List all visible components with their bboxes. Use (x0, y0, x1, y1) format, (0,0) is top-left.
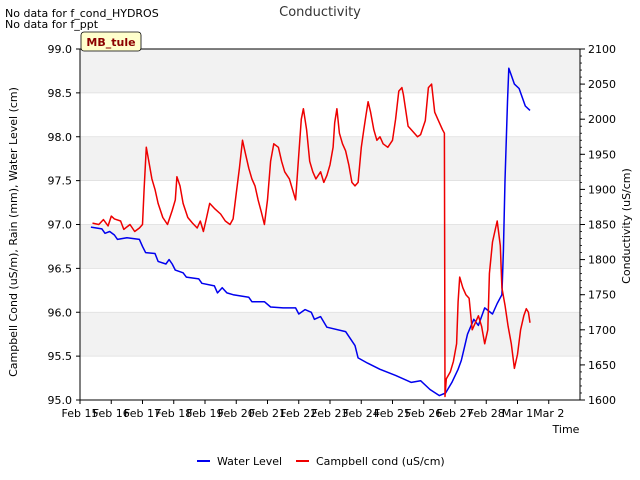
y-right-tick-label: 2100 (588, 43, 616, 56)
y-axis-right-label: Conductivity (uS/cm) (620, 168, 633, 284)
y-right-tick-label: 1600 (588, 394, 616, 407)
site-badge-box (80, 31, 142, 52)
legend-label: Water Level (217, 455, 282, 468)
x-tick-label: Feb 17 (124, 407, 161, 420)
no-data-note-2: No data for f_ppt (5, 18, 99, 31)
x-tick-label: Feb 28 (468, 407, 505, 420)
x-tick-label: Feb 16 (93, 407, 130, 420)
y-left-tick-label: 97.5 (48, 175, 73, 188)
y-right-tick-label: 2000 (588, 113, 616, 126)
background-band (80, 224, 580, 269)
x-tick-label: Feb 26 (405, 407, 442, 420)
x-tick-label: Feb 18 (155, 407, 192, 420)
background-bands (80, 49, 580, 357)
water-level-line (90, 67, 531, 397)
legend-label: Campbell cond (uS/cm) (316, 455, 445, 468)
y-right-tick-label: 1800 (588, 254, 616, 267)
y-right-tick-label: 1950 (588, 148, 616, 161)
y-left-tick-label: 96.0 (48, 306, 73, 319)
y-right-tick-label: 1650 (588, 359, 616, 372)
y-axis-left-label: Campbell Cond (uS/m), Rain (mm), Water L… (7, 87, 20, 377)
x-tick-label: Mar 2 (533, 407, 564, 420)
y-left-tick-label: 99.0 (48, 43, 73, 56)
x-axis-label: Time (552, 423, 580, 436)
legend: Water Level Campbell cond (uS/cm) (197, 455, 445, 468)
y-left-tick-label: 97.0 (48, 219, 73, 232)
y-right-tick-label: 1900 (588, 183, 616, 196)
campbell-cond-line (92, 83, 531, 398)
y-left-tick-label: 96.5 (48, 262, 73, 275)
x-tick-label: Feb 20 (218, 407, 255, 420)
x-tick-label: Feb 25 (374, 407, 411, 420)
y-left-tick-label: 98.5 (48, 87, 73, 100)
y-right-tick-label: 1850 (588, 219, 616, 232)
x-tick-label: Feb 21 (249, 407, 286, 420)
y-right-tick-label: 2050 (588, 78, 616, 91)
background-band (80, 49, 580, 93)
no-data-note-1: No data for f_cond_HYDROS (5, 7, 159, 20)
background-band (80, 136, 580, 181)
background-band (80, 312, 580, 357)
x-tick-label: Feb 19 (187, 407, 224, 420)
site-badge: MB_tule (80, 31, 142, 52)
site-badge-label: MB_tule (86, 36, 135, 49)
y-right-tick-label: 1750 (588, 289, 616, 302)
chart-title: Conductivity (279, 5, 361, 20)
y-left-tick-label: 95.0 (48, 394, 73, 407)
y-left-tick-label: 98.0 (48, 131, 73, 144)
x-tick-label: Feb 22 (280, 407, 317, 420)
x-tick-label: Mar 1 (502, 407, 533, 420)
x-tick-label: Feb 27 (437, 407, 474, 420)
series-layer (90, 67, 531, 398)
y-left-tick-label: 95.5 (48, 350, 73, 363)
x-tick-label: Feb 23 (312, 407, 349, 420)
x-tick-label: Feb 24 (343, 407, 380, 420)
x-tick-label: Feb 15 (62, 407, 99, 420)
y-right-tick-label: 1700 (588, 324, 616, 337)
